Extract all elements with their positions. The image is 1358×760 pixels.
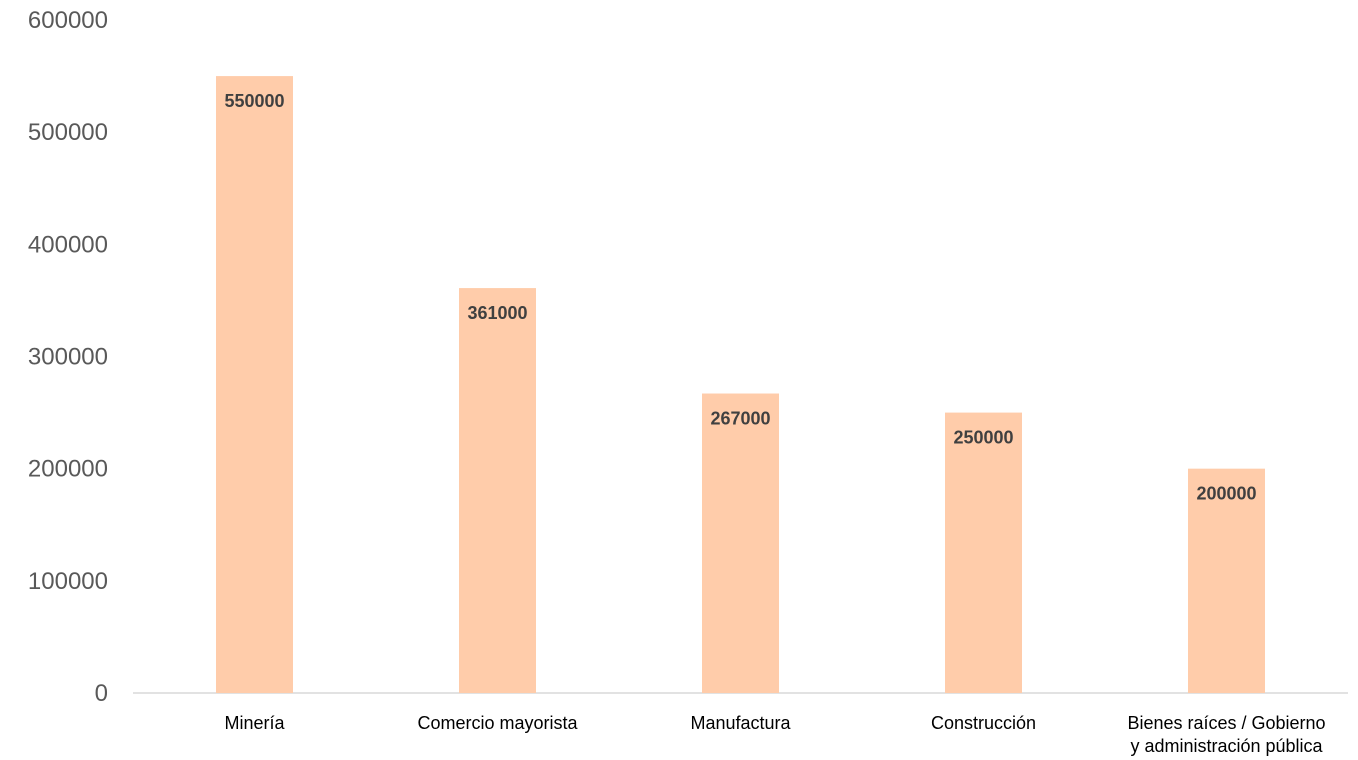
data-label: 200000	[1196, 484, 1256, 504]
y-axis-tick-labels: 0 100000 200000 300000 400000 500000 600000	[28, 7, 108, 707]
bar	[459, 288, 536, 693]
y-tick-label: 0	[95, 680, 108, 707]
bar	[216, 76, 293, 694]
x-tick-label: Manufactura	[690, 713, 791, 733]
x-tick-label: Bienes raíces / Gobierno y administración…	[1127, 713, 1325, 756]
y-tick-label: 200000	[28, 456, 108, 483]
data-label: 550000	[224, 91, 284, 111]
bar	[1188, 468, 1265, 693]
y-tick-label: 300000	[28, 344, 108, 371]
y-tick-label: 400000	[28, 231, 108, 258]
y-tick-label: 600000	[28, 7, 108, 34]
bar	[945, 412, 1022, 693]
data-labels: 550000 361000 267000 250000 200000	[224, 91, 1256, 504]
data-label: 250000	[953, 428, 1013, 448]
y-tick-label: 500000	[28, 119, 108, 146]
y-tick-label: 100000	[28, 568, 108, 595]
x-tick-label: Minería	[224, 713, 285, 733]
x-tick-label: Comercio mayorista	[417, 713, 578, 733]
data-label: 267000	[710, 409, 770, 429]
x-axis-tick-labels: Minería Comercio mayorista Manufactura Cons…	[224, 713, 1325, 756]
bars	[216, 76, 1265, 694]
data-label: 361000	[467, 303, 527, 323]
x-tick-label: Construcción	[931, 713, 1036, 733]
bar	[702, 393, 779, 693]
